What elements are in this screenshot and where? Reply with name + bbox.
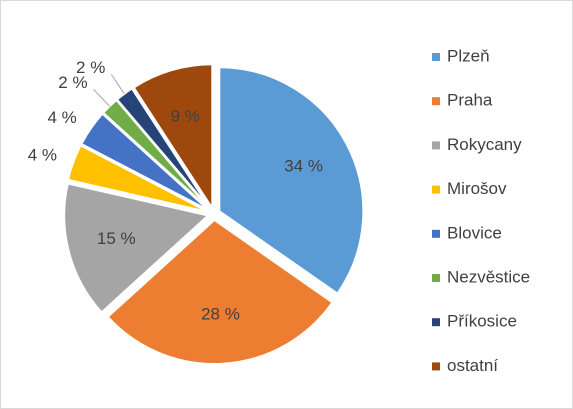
- leader-line: [110, 74, 125, 95]
- legend-label: ostatní: [447, 356, 498, 375]
- legend-label: Blovice: [447, 223, 502, 242]
- data-label: 4 %: [28, 146, 57, 165]
- legend-swatch: [432, 97, 440, 106]
- data-label: 4 %: [48, 108, 77, 127]
- legend-swatch: [432, 318, 440, 327]
- pie-slice: [63, 182, 211, 314]
- data-label: 34 %: [284, 157, 323, 176]
- legend-label: Praha: [447, 91, 493, 110]
- pie-slice: [132, 63, 214, 212]
- legend-label: Nezvěstice: [447, 267, 530, 286]
- pie-slice: [218, 66, 365, 296]
- legend-swatch: [432, 53, 440, 61]
- data-label: 2 %: [76, 58, 105, 77]
- legend-label: Příkosice: [447, 312, 517, 331]
- pie-slice: [66, 143, 209, 213]
- data-label: 2 %: [58, 73, 87, 92]
- data-label: 9 %: [171, 107, 200, 126]
- data-label: 28 %: [201, 304, 240, 323]
- legend-label: Plzeň: [447, 46, 490, 65]
- legend-label: Mirošov: [447, 179, 507, 198]
- legend-label: Rokycany: [447, 135, 522, 154]
- legend-swatch: [432, 141, 440, 150]
- leader-line: [93, 89, 111, 107]
- legend-swatch: [432, 362, 440, 371]
- legend-swatch: [432, 185, 440, 194]
- legend-swatch: [432, 274, 440, 282]
- pie-slice: [106, 218, 334, 365]
- pie-slice: [80, 112, 210, 212]
- data-label: 15 %: [97, 229, 136, 248]
- legend-swatch: [432, 229, 440, 238]
